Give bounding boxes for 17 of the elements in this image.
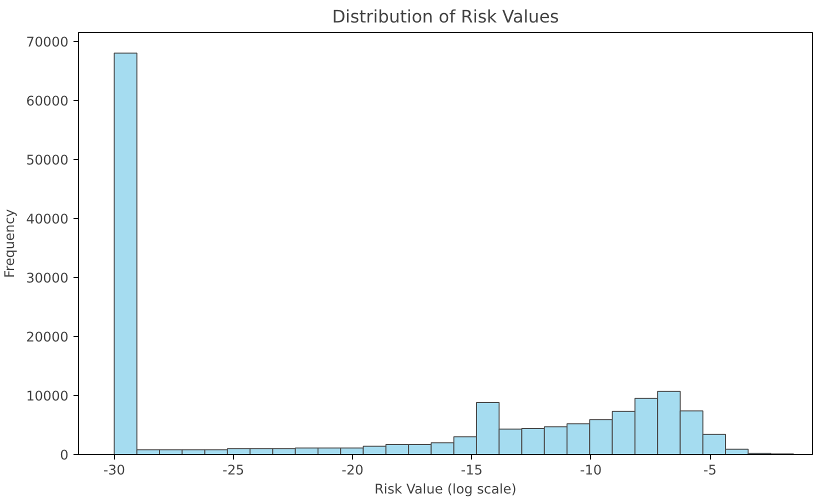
x-tick-label: -30 bbox=[103, 464, 126, 478]
y-tick-label: 10000 bbox=[26, 389, 69, 404]
y-tick-label: 0 bbox=[60, 448, 69, 464]
y-axis-title: Frequency bbox=[3, 208, 18, 278]
y-tick-label: 40000 bbox=[26, 212, 69, 228]
x-tick-label: -5 bbox=[703, 464, 717, 478]
y-tick-label: 30000 bbox=[26, 271, 69, 286]
y-tick-label: 60000 bbox=[26, 94, 69, 110]
y-tick-label: 50000 bbox=[26, 153, 69, 168]
x-tick-label: -20 bbox=[342, 464, 364, 478]
x-tick-label: -25 bbox=[222, 464, 244, 478]
x-axis-title: Risk Value (log scale) bbox=[374, 482, 516, 498]
x-tick-label: -10 bbox=[580, 464, 602, 478]
y-tick-label: 70000 bbox=[26, 35, 69, 50]
x-tick-label: -15 bbox=[460, 464, 483, 478]
y-tick-label: 20000 bbox=[26, 330, 69, 346]
chart-title: Distribution of Risk Values bbox=[332, 8, 559, 28]
